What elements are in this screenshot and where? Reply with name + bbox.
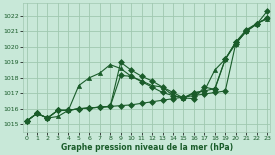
X-axis label: Graphe pression niveau de la mer (hPa): Graphe pression niveau de la mer (hPa) <box>61 143 233 152</box>
